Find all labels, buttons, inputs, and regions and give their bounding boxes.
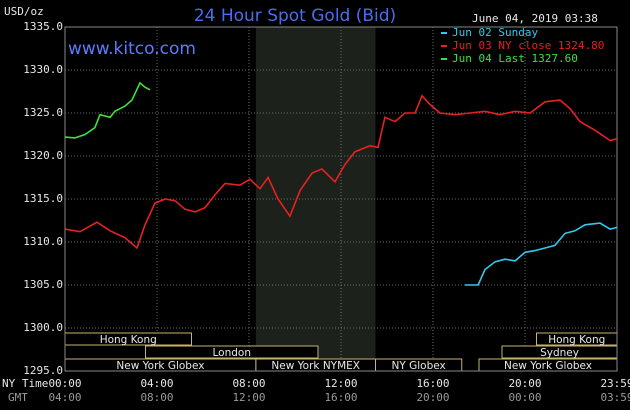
y-tick-label: 1315.0: [23, 192, 63, 205]
session-label: New York NYMEX: [271, 360, 360, 372]
x2-tick-label: 12:00: [232, 391, 265, 404]
x-axis-label: NY Time: [2, 377, 48, 390]
series-line: [64, 81, 151, 139]
x-tick-label: 16:00: [416, 377, 449, 390]
y-axis-label: USD/oz: [4, 5, 44, 18]
y-tick-label: 1300.0: [23, 321, 63, 334]
session-box: [145, 345, 319, 359]
y-tick-label: 1295.0: [23, 364, 63, 377]
x2-tick-label: 20:00: [416, 391, 449, 404]
session-label: Hong Kong: [548, 334, 605, 346]
x2-axis-label: GMT: [8, 391, 28, 404]
x2-tick-label: 00:00: [508, 391, 541, 404]
y-tick-label: 1305.0: [23, 278, 63, 291]
x-tick-label: 20:00: [508, 377, 541, 390]
y-tick-label: 1335.0: [23, 20, 63, 33]
legend-label: Jun 02 Sunday: [452, 26, 538, 39]
shaded-region: [255, 27, 376, 371]
y-tick-label: 1320.0: [23, 149, 63, 162]
chart-title: 24 Hour Spot Gold (Bid): [194, 6, 396, 26]
x-tick-label: 12:00: [324, 377, 357, 390]
series-line: [64, 94, 618, 250]
session-label: New York Globex: [116, 360, 204, 372]
date-label: June 04, 2019 03:38: [472, 12, 598, 25]
x-tick-label: 00:00: [48, 377, 81, 390]
session-label: Sydney: [540, 347, 579, 359]
x-tick-label: 04:00: [140, 377, 173, 390]
x2-tick-label: 08:00: [140, 391, 173, 404]
x2-tick-label: 16:00: [324, 391, 357, 404]
x-tick-label: 08:00: [232, 377, 265, 390]
plot-border: [64, 26, 618, 372]
legend-label: Jun 03 NY close 1324.80: [452, 39, 604, 52]
session-label: Hong Kong: [100, 334, 157, 346]
x2-tick-label: 04:00: [48, 391, 81, 404]
session-label: NY Globex: [392, 360, 446, 372]
session-label: London: [213, 347, 252, 359]
y-tick-label: 1330.0: [23, 63, 63, 76]
x-tick-label: 23:59: [600, 377, 630, 390]
legend-label: Jun 04 Last 1327.60: [452, 52, 578, 65]
y-tick-label: 1325.0: [23, 106, 63, 119]
session-label: New York Globex: [504, 360, 592, 372]
watermark: www.kitco.com: [68, 39, 196, 59]
y-tick-label: 1310.0: [23, 235, 63, 248]
x2-tick-label: 03:59: [600, 391, 630, 404]
series-line: [465, 222, 618, 286]
